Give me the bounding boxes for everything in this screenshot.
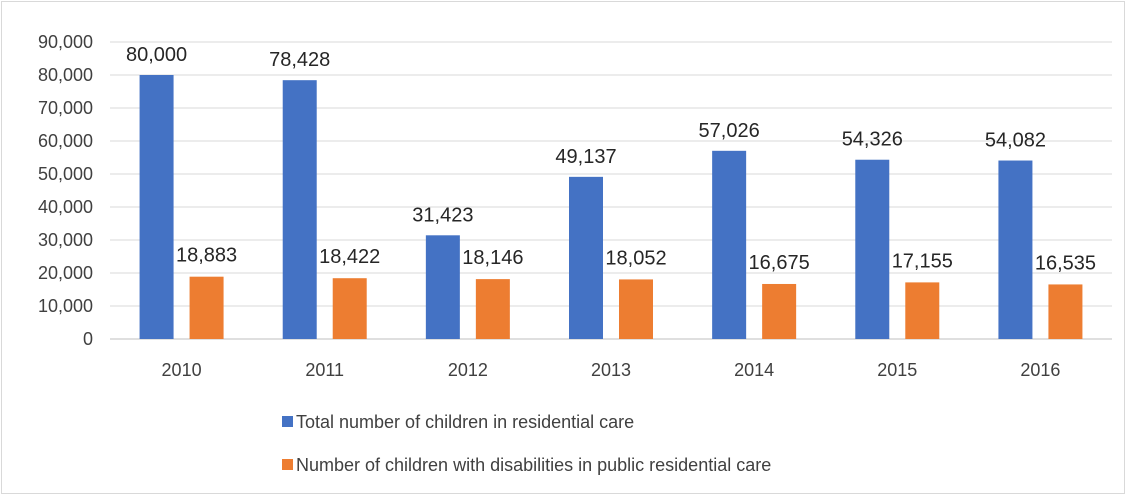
legend-label: Number of children with disabilities in …	[296, 455, 771, 475]
data-label-total: 49,137	[555, 146, 616, 168]
data-label-total: 54,082	[985, 130, 1046, 152]
y-tick-label: 40,000	[38, 197, 93, 217]
x-axis-ticks: 2010 2011 2012 2013 2014 2015 2016	[162, 360, 1061, 380]
y-tick-label: 60,000	[38, 131, 93, 151]
data-labels: 80,000 18,883 78,428 18,422 31,423 18,146 49,1…	[126, 44, 1096, 274]
legend-label: Total number of children in residential …	[296, 412, 634, 432]
x-tick-label: 2012	[448, 360, 488, 380]
data-label-disabilities: 18,883	[176, 245, 237, 267]
bar-children-disabilities	[189, 276, 224, 339]
gridlines	[110, 41, 1112, 340]
bar-total-children	[282, 80, 317, 340]
bar-total-children	[425, 235, 460, 339]
bar-total-children	[569, 176, 603, 339]
y-tick-label: 30,000	[38, 230, 93, 250]
bar-total-children	[712, 150, 747, 339]
bar-children-disabilities	[762, 283, 797, 339]
y-tick-label: 50,000	[38, 164, 93, 184]
x-tick-label: 2010	[162, 360, 202, 380]
bar-children-disabilities	[332, 278, 367, 339]
y-tick-label: 80,000	[38, 65, 93, 85]
data-label-total: 57,026	[699, 120, 760, 142]
data-label-disabilities: 17,155	[892, 250, 953, 272]
x-tick-label: 2014	[734, 360, 774, 380]
bar-children-disabilities	[1048, 284, 1083, 339]
data-label-disabilities: 16,535	[1035, 252, 1096, 274]
bars	[139, 75, 1083, 340]
bar-total-children	[855, 159, 890, 339]
x-tick-label: 2015	[877, 360, 917, 380]
data-label-disabilities: 18,052	[605, 247, 666, 269]
legend-swatch	[282, 459, 293, 470]
data-label-total: 31,423	[412, 204, 473, 226]
x-tick-label: 2016	[1020, 360, 1060, 380]
data-label-total: 78,428	[269, 49, 330, 71]
y-tick-label: 90,000	[38, 32, 93, 52]
y-axis-ticks: 0 10,000 20,000 30,000 40,000 50,000 60,000 70,…	[38, 32, 93, 349]
x-tick-label: 2011	[305, 360, 344, 380]
y-tick-label: 20,000	[38, 263, 93, 283]
data-label-disabilities: 18,422	[319, 246, 380, 268]
bar-children-disabilities	[619, 279, 653, 339]
legend-swatch	[282, 416, 293, 427]
bar-total-children	[139, 75, 174, 339]
data-label-total: 54,326	[842, 129, 903, 151]
x-tick-label: 2013	[591, 360, 631, 380]
y-tick-label: 0	[83, 329, 93, 349]
y-tick-label: 70,000	[38, 98, 93, 118]
legend: Total number of children in residential …	[282, 412, 771, 475]
data-label-disabilities: 16,675	[749, 252, 810, 274]
data-label-disabilities: 18,146	[462, 247, 523, 269]
bar-children-disabilities	[475, 279, 510, 339]
data-label-total: 80,000	[126, 44, 187, 66]
bar-children-disabilities	[905, 282, 940, 339]
bar-total-children	[998, 160, 1033, 339]
y-tick-label: 10,000	[38, 296, 93, 316]
